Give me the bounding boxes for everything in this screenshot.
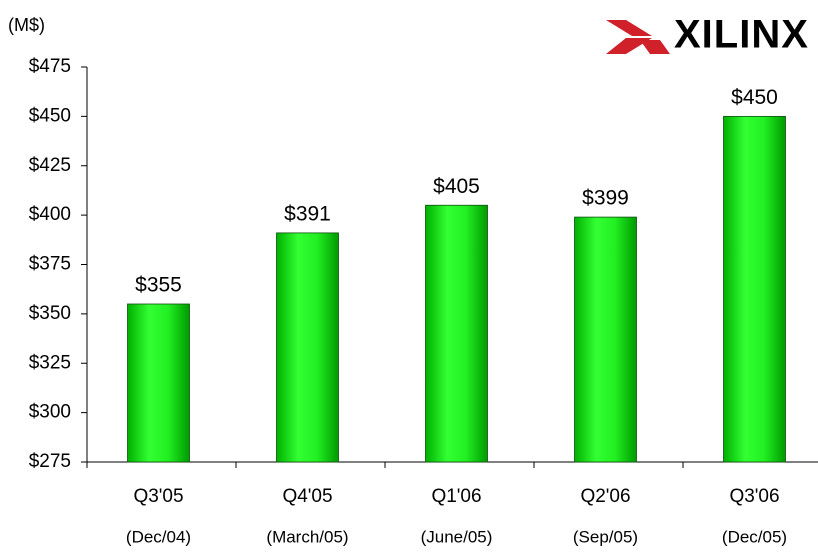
logo-shape <box>606 38 652 54</box>
logo-shape <box>606 20 652 36</box>
x-tick-note: (March/05) <box>266 527 348 546</box>
x-tick-note: (June/05) <box>421 527 493 546</box>
data-label: $355 <box>135 274 182 297</box>
bar <box>127 303 190 463</box>
y-tick-label: $350 <box>29 303 71 324</box>
y-tick-label: $425 <box>29 155 71 176</box>
data-label: $450 <box>731 86 778 109</box>
y-tick-label: $300 <box>29 402 71 423</box>
x-tick-note: (Dec/04) <box>126 527 191 546</box>
bar <box>574 216 637 463</box>
logo-text: XILINX <box>674 13 809 57</box>
bar <box>425 204 488 463</box>
x-tick-label: Q2'06 <box>580 486 630 507</box>
data-label: $391 <box>284 202 331 225</box>
x-tick-label: Q4'05 <box>282 486 332 507</box>
logo-shape <box>640 40 670 54</box>
y-tick-label: $325 <box>29 352 71 373</box>
x-tick-note: (Dec/05) <box>722 527 787 546</box>
y-tick-label: $450 <box>29 105 71 126</box>
logo: XILINX <box>606 13 809 57</box>
x-tick-label: Q1'06 <box>431 486 481 507</box>
y-tick-label: $400 <box>29 204 71 225</box>
y-tick-label: $475 <box>29 56 71 77</box>
x-tick-note: (Sep/05) <box>573 527 638 546</box>
data-label: $405 <box>433 175 480 198</box>
data-label: $399 <box>582 187 629 210</box>
x-tick-label: Q3'05 <box>133 486 183 507</box>
y-tick-label: $275 <box>29 451 71 472</box>
y-tick-label: $375 <box>29 254 71 275</box>
x-tick-label: Q3'06 <box>729 486 779 507</box>
y-axis-unit: (M$) <box>8 15 45 35</box>
bar <box>723 115 786 463</box>
bar <box>276 232 339 463</box>
